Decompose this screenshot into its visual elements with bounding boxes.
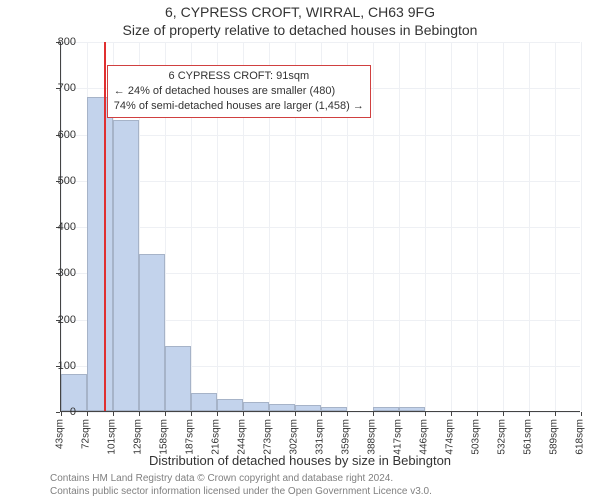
x-ticklet (113, 412, 114, 416)
x-tick-label: 273sqm (263, 419, 274, 455)
gridline-v (425, 42, 426, 411)
x-ticklet (555, 412, 556, 416)
x-ticklet (165, 412, 166, 416)
histogram-bar (113, 120, 139, 411)
x-tick-label: 129sqm (133, 419, 144, 455)
x-ticklet (87, 412, 88, 416)
gridline-v (477, 42, 478, 411)
x-tick-label: 474sqm (445, 419, 456, 455)
histogram-bar (217, 399, 243, 411)
x-ticklet (295, 412, 296, 416)
y-tick-label: 800 (58, 36, 76, 48)
x-ticklet (347, 412, 348, 416)
x-tick-label: 359sqm (341, 419, 352, 455)
property-info-box: 6 CYPRESS CROFT: 91sqm← 24% of detached … (107, 65, 371, 118)
x-tick-label: 187sqm (185, 419, 196, 455)
gridline-v (451, 42, 452, 411)
x-ticklet (425, 412, 426, 416)
chart-subtitle: Size of property relative to detached ho… (0, 22, 600, 38)
y-tick-label: 200 (58, 314, 76, 326)
x-ticklet (269, 412, 270, 416)
y-tick-label: 600 (58, 129, 76, 141)
info-box-larger-line: 74% of semi-detached houses are larger (… (114, 99, 364, 114)
x-tick-label: 589sqm (549, 419, 560, 455)
x-ticklet (191, 412, 192, 416)
x-tick-label: 244sqm (237, 419, 248, 455)
x-tick-label: 331sqm (315, 419, 326, 455)
x-tick-label: 446sqm (419, 419, 430, 455)
y-tick-label: 300 (58, 267, 76, 279)
x-ticklet (503, 412, 504, 416)
chart-supertitle: 6, CYPRESS CROFT, WIRRAL, CH63 9FG (0, 4, 600, 20)
x-axis-label: Distribution of detached houses by size … (0, 453, 600, 468)
x-tick-label: 72sqm (81, 419, 92, 449)
x-tick-label: 388sqm (367, 419, 378, 455)
gridline-v (503, 42, 504, 411)
attribution-text: Contains HM Land Registry data © Crown c… (50, 473, 590, 498)
histogram-bar (295, 405, 321, 411)
x-tick-label: 216sqm (211, 419, 222, 455)
y-tick-label: 500 (58, 175, 76, 187)
x-tick-label: 302sqm (289, 419, 300, 455)
histogram-bar (399, 407, 425, 411)
y-tick-label: 400 (58, 221, 76, 233)
x-ticklet (139, 412, 140, 416)
x-ticklet (217, 412, 218, 416)
x-ticklet (581, 412, 582, 416)
y-ticklet (56, 412, 60, 413)
histogram-bar (269, 404, 295, 411)
gridline-v (529, 42, 530, 411)
attribution-line1: Contains HM Land Registry data © Crown c… (50, 473, 590, 486)
x-tick-label: 158sqm (159, 419, 170, 455)
x-tick-label: 561sqm (523, 419, 534, 455)
x-tick-label: 532sqm (497, 419, 508, 455)
histogram-bar (87, 97, 113, 412)
x-ticklet (321, 412, 322, 416)
attribution-line2: Contains public sector information licen… (50, 486, 590, 499)
x-ticklet (61, 412, 62, 416)
histogram-bar (373, 407, 399, 411)
histogram-bar (191, 393, 217, 412)
y-tick-label: 0 (70, 406, 76, 418)
x-ticklet (373, 412, 374, 416)
x-tick-label: 417sqm (393, 419, 404, 455)
gridline-v (373, 42, 374, 411)
histogram-bar (165, 346, 191, 411)
x-tick-label: 101sqm (107, 419, 118, 455)
gridline-v (581, 42, 582, 411)
x-ticklet (529, 412, 530, 416)
histogram-bar (243, 402, 269, 411)
histogram-bar (139, 254, 165, 411)
x-ticklet (243, 412, 244, 416)
histogram-bar (321, 407, 347, 411)
info-box-title: 6 CYPRESS CROFT: 91sqm (114, 69, 364, 84)
y-tick-label: 100 (58, 360, 76, 372)
x-tick-label: 618sqm (575, 419, 586, 455)
x-ticklet (399, 412, 400, 416)
x-ticklet (477, 412, 478, 416)
x-tick-label: 503sqm (471, 419, 482, 455)
x-tick-label: 43sqm (55, 419, 66, 449)
gridline-v (555, 42, 556, 411)
y-tick-label: 700 (58, 82, 76, 94)
x-ticklet (451, 412, 452, 416)
gridline-v (399, 42, 400, 411)
info-box-smaller-line: ← 24% of detached houses are smaller (48… (114, 84, 364, 99)
